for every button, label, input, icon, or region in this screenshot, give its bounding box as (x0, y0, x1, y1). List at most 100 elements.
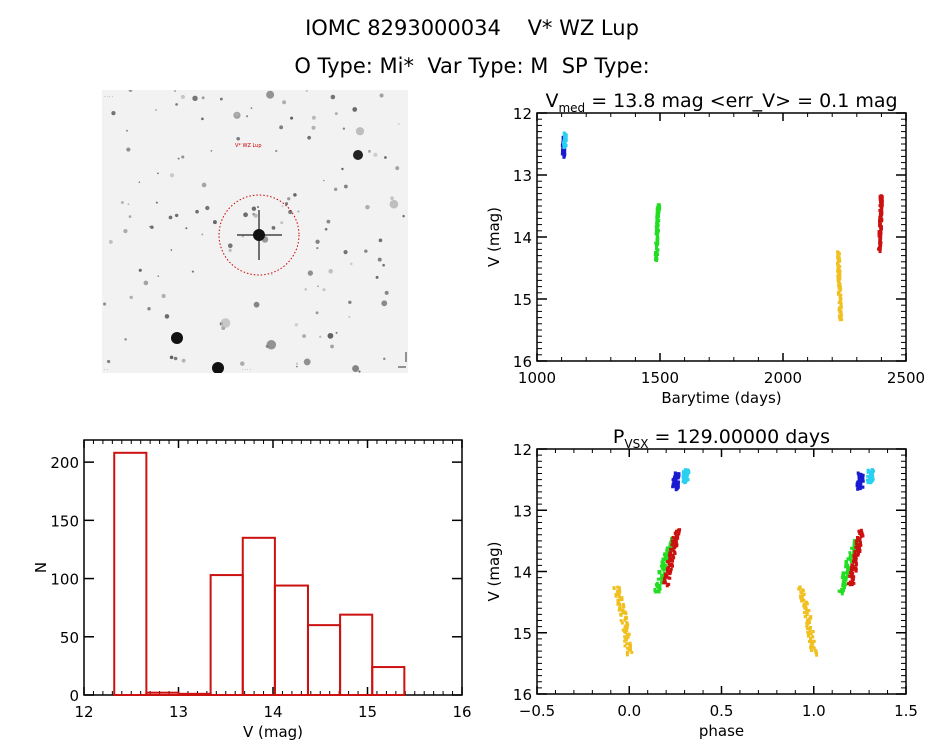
data-point (563, 140, 567, 144)
data-point (853, 539, 857, 543)
star (123, 229, 128, 234)
data-point (878, 247, 882, 251)
star (327, 332, 334, 339)
data-point (837, 266, 841, 270)
data-point (859, 535, 863, 539)
y-tick-label: 0 (69, 687, 79, 705)
data-point (619, 619, 623, 623)
target-label: V* WZ Lup (235, 143, 262, 149)
data-point (621, 611, 625, 615)
data-point (853, 551, 857, 555)
star (284, 202, 289, 206)
data-point (855, 535, 859, 539)
star (174, 90, 176, 93)
data-point (851, 568, 855, 572)
star (281, 205, 284, 208)
star (319, 335, 322, 338)
data-point (854, 557, 858, 561)
data-point (851, 577, 855, 581)
data-point (858, 531, 862, 535)
data-point (806, 622, 810, 626)
histogram-frame (83, 439, 463, 696)
data-point (805, 602, 809, 606)
series-season4-cycle2 (847, 528, 865, 587)
star (250, 107, 253, 110)
data-point (683, 480, 687, 484)
corner-label: . . . . (104, 93, 113, 98)
data-point (879, 197, 883, 201)
data-point (665, 569, 669, 573)
data-point (855, 547, 859, 551)
data-point (665, 584, 669, 588)
data-point (668, 572, 672, 576)
series-season1a-cycle2 (855, 471, 865, 491)
star (377, 257, 382, 262)
data-point (666, 560, 670, 564)
star (240, 361, 245, 366)
data-point (854, 567, 858, 571)
data-point (854, 569, 858, 573)
data-point (623, 644, 627, 648)
y-tick-label: 200 (50, 454, 79, 472)
data-point (676, 474, 680, 478)
data-point (838, 289, 842, 293)
star (103, 302, 107, 306)
lightcurve-title: Vmed = 13.8 mag <err_V> = 0.1 mag (545, 90, 897, 115)
bright-star (171, 332, 183, 344)
data-point (662, 581, 666, 585)
data-point (843, 576, 847, 580)
data-point (667, 576, 671, 580)
data-point (681, 480, 685, 484)
data-point (668, 570, 672, 574)
data-point (668, 564, 672, 568)
histogram-bar (339, 613, 374, 696)
star (384, 290, 389, 295)
data-point (681, 476, 685, 480)
data-point (628, 644, 632, 648)
data-point (661, 574, 665, 578)
star (177, 157, 180, 160)
data-point (653, 253, 657, 257)
data-point (624, 612, 628, 616)
data-point (847, 568, 851, 572)
data-point (877, 234, 881, 238)
data-point (803, 615, 807, 619)
star (324, 227, 328, 231)
data-point (668, 553, 672, 557)
y-tick-label: 15 (513, 291, 532, 309)
data-point (677, 532, 681, 536)
data-point (655, 585, 659, 589)
histogram-bar (241, 536, 276, 697)
data-point (854, 541, 858, 545)
y-tick-label: 16 (513, 353, 532, 371)
star (296, 365, 298, 368)
x-tick-label: 12 (74, 703, 93, 721)
data-point (655, 206, 659, 210)
data-point (878, 219, 882, 223)
data-point (844, 571, 848, 575)
data-point (626, 646, 630, 650)
star (328, 268, 333, 274)
data-point (805, 627, 809, 631)
data-point (674, 541, 678, 545)
star (195, 209, 199, 214)
star (342, 127, 346, 130)
star (173, 356, 178, 361)
data-point (621, 602, 625, 606)
data-point (848, 580, 852, 584)
data-point (669, 559, 673, 563)
data-point (683, 469, 687, 473)
data-point (857, 547, 861, 551)
star (315, 239, 320, 244)
data-point (673, 471, 677, 475)
data-point (671, 478, 675, 482)
y-tick-label: 12 (513, 105, 532, 123)
data-point (671, 559, 675, 563)
star (128, 215, 132, 218)
series-season1b (681, 468, 691, 485)
data-point (836, 260, 840, 264)
data-point (662, 553, 666, 557)
star (201, 117, 204, 121)
data-point (676, 534, 680, 538)
data-point (809, 644, 813, 648)
